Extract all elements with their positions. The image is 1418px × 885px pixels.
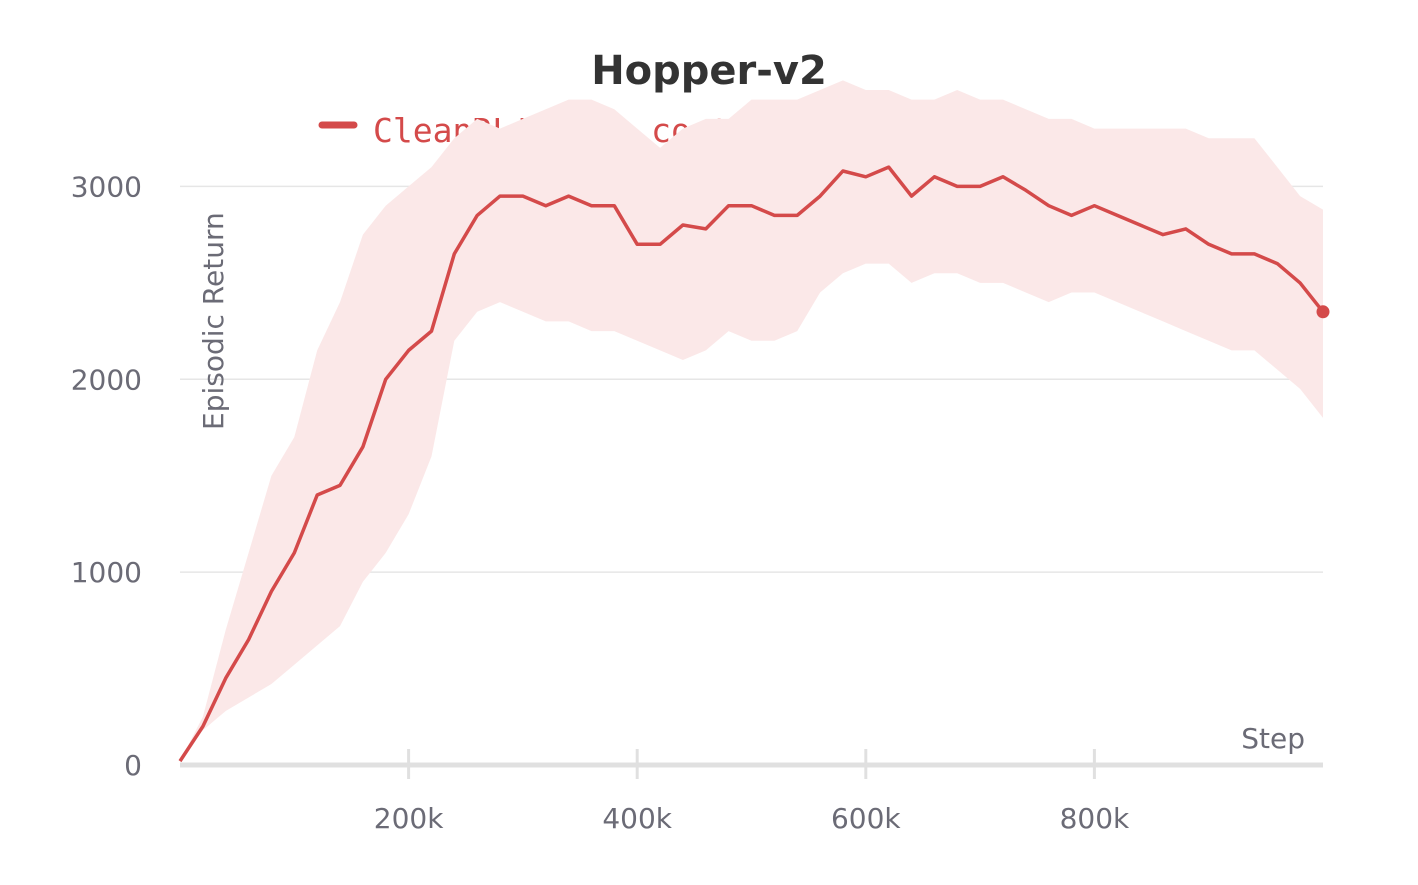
y-axis-label: Episodic Return bbox=[197, 212, 230, 430]
series-line bbox=[178, 165, 1325, 763]
y-tick-label: 3000 bbox=[71, 170, 142, 203]
x-tick-label: 200k bbox=[374, 802, 444, 835]
x-tick-label: 800k bbox=[1060, 802, 1130, 835]
y-tick-label: 0 bbox=[124, 749, 142, 782]
y-tick-label: 1000 bbox=[71, 556, 142, 589]
series-band bbox=[180, 80, 1323, 762]
chart-title: Hopper-v2 bbox=[591, 48, 827, 94]
x-axis-ticks: 200k 400k 600k 800k bbox=[374, 802, 1130, 835]
y-tick-label: 2000 bbox=[71, 363, 142, 396]
confidence-band bbox=[180, 80, 1323, 762]
series-end-point bbox=[1316, 305, 1330, 319]
x-tick-label: 400k bbox=[602, 802, 672, 835]
x-axis bbox=[180, 749, 1323, 779]
x-axis-label: Step bbox=[1241, 722, 1305, 755]
series-line-layer bbox=[178, 165, 1330, 763]
x-tick-label: 600k bbox=[831, 802, 901, 835]
y-axis-ticks: 0 1000 2000 3000 bbox=[71, 170, 142, 782]
